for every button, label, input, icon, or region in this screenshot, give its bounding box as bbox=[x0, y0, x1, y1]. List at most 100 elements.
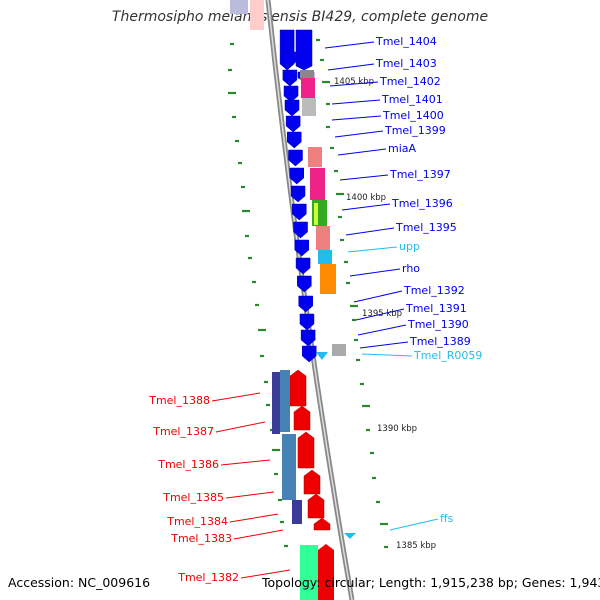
forward-gene bbox=[282, 69, 298, 87]
forward-gene bbox=[288, 149, 303, 167]
label-leader bbox=[225, 491, 275, 499]
gene-labels: Tmel_1404 Tmel_1403 Tmel_1402 Tmel_1401 Tmel… bbox=[148, 35, 482, 584]
label-leader bbox=[341, 203, 391, 211]
gene-label: Tmel_1395 bbox=[395, 221, 457, 234]
label-leader bbox=[337, 148, 387, 156]
cog-block bbox=[282, 434, 296, 500]
gene-label: Tmel_1385 bbox=[162, 491, 224, 504]
gene-label: Tmel_1399 bbox=[384, 124, 446, 137]
cog-block bbox=[320, 264, 336, 294]
rna-feature bbox=[316, 352, 328, 360]
forward-gene bbox=[299, 313, 315, 331]
label-leader bbox=[233, 529, 284, 540]
label-leader bbox=[349, 268, 401, 277]
cog-block bbox=[314, 203, 318, 225]
gene-label: Tmel_1386 bbox=[157, 458, 219, 471]
forward-gene bbox=[290, 185, 306, 203]
cog-block bbox=[316, 226, 330, 250]
label-leader bbox=[347, 246, 398, 253]
gene-feature bbox=[250, 0, 264, 30]
topology-text: Topology: circular; Length: 1,915,238 bp… bbox=[262, 575, 600, 590]
gene-label: Tmel_1403 bbox=[375, 57, 437, 70]
gene-label: Tmel_1391 bbox=[405, 302, 467, 315]
gene-label: Tmel_1392 bbox=[403, 284, 465, 297]
gene-feature bbox=[300, 545, 318, 600]
gene-label: Tmel_1397 bbox=[389, 168, 451, 181]
label-leader bbox=[211, 392, 261, 402]
reverse-gene bbox=[303, 469, 321, 495]
gene-label: Tmel_1402 bbox=[379, 75, 441, 88]
label-leader bbox=[334, 130, 384, 138]
label-leader bbox=[357, 324, 407, 336]
position-label: 1385 kbp bbox=[396, 541, 436, 551]
forward-gene bbox=[294, 239, 310, 257]
gene-label: Tmel_1390 bbox=[407, 318, 469, 331]
gene-label: Tmel_1382 bbox=[177, 571, 239, 584]
forward-gene bbox=[292, 203, 307, 221]
forward-gene bbox=[295, 257, 311, 275]
label-leader bbox=[355, 308, 405, 321]
label-leader bbox=[327, 63, 375, 71]
label-leader bbox=[345, 227, 395, 236]
label-leader bbox=[339, 174, 389, 181]
position-label: 1405 kbp bbox=[334, 77, 374, 87]
gene-label: Tmel_1387 bbox=[152, 425, 214, 438]
cog-block bbox=[308, 147, 322, 167]
cog-block bbox=[301, 78, 315, 98]
forward-gene bbox=[285, 115, 301, 133]
accession-text: Accession: NC_009616 bbox=[8, 575, 151, 590]
cog-block bbox=[332, 344, 346, 356]
forward-gene bbox=[295, 29, 313, 71]
gene-label: Tmel_1384 bbox=[166, 515, 228, 528]
gene-label: ffs bbox=[440, 512, 454, 525]
reverse-gene bbox=[307, 493, 325, 519]
gene-label: Tmel_1388 bbox=[148, 394, 210, 407]
cog-block bbox=[318, 250, 332, 264]
forward-gene bbox=[281, 51, 296, 69]
label-leader bbox=[220, 459, 271, 466]
reverse-gene bbox=[297, 431, 315, 469]
scale-ticks bbox=[228, 38, 388, 549]
gene-label: Tmel_1396 bbox=[391, 197, 453, 210]
forward-gene bbox=[284, 99, 300, 117]
forward-gene bbox=[289, 167, 305, 185]
gene-label: Tmel_1383 bbox=[170, 532, 232, 545]
position-labels: 1405 kbp 1400 kbp 1395 kbp 1390 kbp 1385 kbp bbox=[334, 77, 436, 551]
cog-block bbox=[280, 370, 290, 432]
rna-feature bbox=[344, 533, 356, 539]
reverse-gene bbox=[289, 369, 307, 407]
forward-gene bbox=[301, 345, 317, 363]
cog-block bbox=[292, 500, 302, 524]
forward-gene bbox=[297, 275, 312, 293]
map-title: Thermosipho melanesiensis BI429, complet… bbox=[111, 9, 489, 25]
position-label: 1400 kbp bbox=[346, 193, 386, 203]
forward-gene bbox=[286, 131, 302, 149]
label-leader bbox=[331, 99, 381, 105]
reverse-gene bbox=[318, 544, 334, 600]
label-leader bbox=[329, 81, 379, 87]
gene-label: Tmel_R0059 bbox=[413, 349, 482, 362]
cog-block bbox=[272, 372, 280, 434]
forward-gene bbox=[293, 221, 308, 239]
label-leader bbox=[331, 115, 382, 121]
gene-label: Tmel_1389 bbox=[409, 335, 471, 348]
gene-label: upp bbox=[399, 240, 420, 253]
label-leader bbox=[353, 290, 403, 303]
gene-features bbox=[230, 0, 356, 600]
label-leader bbox=[324, 41, 375, 49]
label-leader bbox=[359, 341, 409, 349]
forward-gene bbox=[300, 329, 316, 347]
reverse-gene bbox=[313, 517, 331, 531]
cog-block bbox=[310, 168, 325, 200]
gene-label: miaA bbox=[388, 142, 417, 155]
gene-label: Tmel_1401 bbox=[381, 93, 443, 106]
label-leader bbox=[240, 569, 291, 579]
forward-gene bbox=[283, 85, 299, 103]
forward-gene bbox=[298, 295, 313, 313]
gene-label: Tmel_1404 bbox=[375, 35, 437, 48]
position-label: 1395 kbp bbox=[362, 309, 402, 319]
reverse-gene bbox=[293, 405, 311, 431]
gene-label: rho bbox=[402, 262, 420, 275]
label-leader bbox=[361, 353, 413, 357]
